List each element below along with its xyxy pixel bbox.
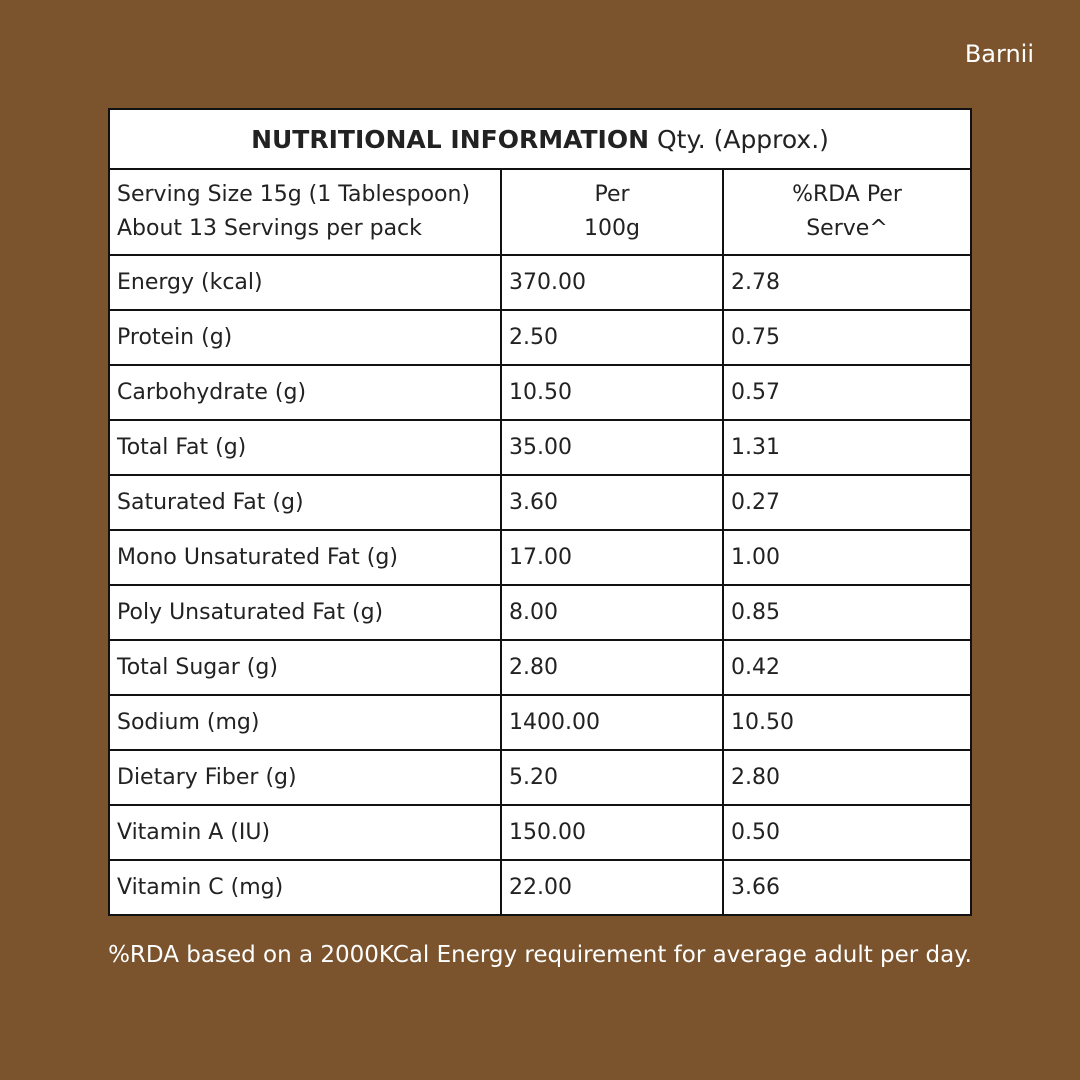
- per-100g-value: 22.00: [500, 859, 724, 916]
- table-row: Vitamin C (mg) 22.00 3.66: [108, 859, 972, 916]
- footnote: %RDA based on a 2000KCal Energy requirem…: [108, 942, 972, 968]
- nutrition-table: NUTRITIONAL INFORMATION Qty. (Approx.) S…: [108, 108, 972, 916]
- brand-name: Barnii: [964, 40, 1034, 68]
- table-row: Total Fat (g) 35.00 1.31: [108, 419, 972, 476]
- per-100g-value: 370.00: [500, 254, 724, 311]
- rda-value: 0.57: [722, 364, 972, 421]
- rda-value: 0.27: [722, 474, 972, 531]
- nutrient-name: Carbohydrate (g): [108, 364, 502, 421]
- per-100g-value: 5.20: [500, 749, 724, 806]
- nutrient-name: Saturated Fat (g): [108, 474, 502, 531]
- nutrient-name: Vitamin C (mg): [108, 859, 502, 916]
- table-row: Vitamin A (IU) 150.00 0.50: [108, 804, 972, 861]
- per-100g-value: 1400.00: [500, 694, 724, 751]
- table-row: Carbohydrate (g) 10.50 0.57: [108, 364, 972, 421]
- per-100g-value: 10.50: [500, 364, 724, 421]
- nutrient-name: Sodium (mg): [108, 694, 502, 751]
- rda-header: %RDA Per: [792, 182, 902, 207]
- table-row: Energy (kcal) 370.00 2.78: [108, 254, 972, 311]
- rda-value: 0.85: [722, 584, 972, 641]
- rda-value: 10.50: [722, 694, 972, 751]
- table-row: Saturated Fat (g) 3.60 0.27: [108, 474, 972, 531]
- table-row: Sodium (mg) 1400.00 10.50: [108, 694, 972, 751]
- table-row: Dietary Fiber (g) 5.20 2.80: [108, 749, 972, 806]
- per-100g-value: 3.60: [500, 474, 724, 531]
- servings-per-pack: About 13 Servings per pack: [117, 216, 422, 241]
- rda-value: 1.00: [722, 529, 972, 586]
- per-header-unit: 100g: [584, 216, 640, 241]
- per-100g-value: 2.80: [500, 639, 724, 696]
- table-row: Poly Unsaturated Fat (g) 8.00 0.85: [108, 584, 972, 641]
- table-row: Mono Unsaturated Fat (g) 17.00 1.00: [108, 529, 972, 586]
- rda-value: 0.42: [722, 639, 972, 696]
- rda-value: 3.66: [722, 859, 972, 916]
- table-title: NUTRITIONAL INFORMATION Qty. (Approx.): [108, 108, 972, 170]
- nutrient-name: Protein (g): [108, 309, 502, 366]
- per-100g-value: 2.50: [500, 309, 724, 366]
- rda-value: 2.80: [722, 749, 972, 806]
- table-row: Total Sugar (g) 2.80 0.42: [108, 639, 972, 696]
- rda-value: 0.75: [722, 309, 972, 366]
- per-header: Per: [594, 182, 630, 207]
- rda-header-sub: Serve^: [806, 216, 888, 241]
- per-100g-value: 150.00: [500, 804, 724, 861]
- rda-value: 2.78: [722, 254, 972, 311]
- rda-value: 0.50: [722, 804, 972, 861]
- per-100g-value: 8.00: [500, 584, 724, 641]
- table-row: Protein (g) 2.50 0.75: [108, 309, 972, 366]
- nutrient-name: Poly Unsaturated Fat (g): [108, 584, 502, 641]
- nutrient-name: Dietary Fiber (g): [108, 749, 502, 806]
- per-100g-value: 17.00: [500, 529, 724, 586]
- nutrient-name: Total Fat (g): [108, 419, 502, 476]
- serving-size: Serving Size 15g (1 Tablespoon): [117, 182, 471, 207]
- nutrient-name: Total Sugar (g): [108, 639, 502, 696]
- nutrient-name: Vitamin A (IU): [108, 804, 502, 861]
- nutrient-name: Mono Unsaturated Fat (g): [108, 529, 502, 586]
- per-100g-value: 35.00: [500, 419, 724, 476]
- nutrient-name: Energy (kcal): [108, 254, 502, 311]
- rda-value: 1.31: [722, 419, 972, 476]
- header-row: Serving Size 15g (1 Tablespoon) About 13 …: [108, 168, 972, 256]
